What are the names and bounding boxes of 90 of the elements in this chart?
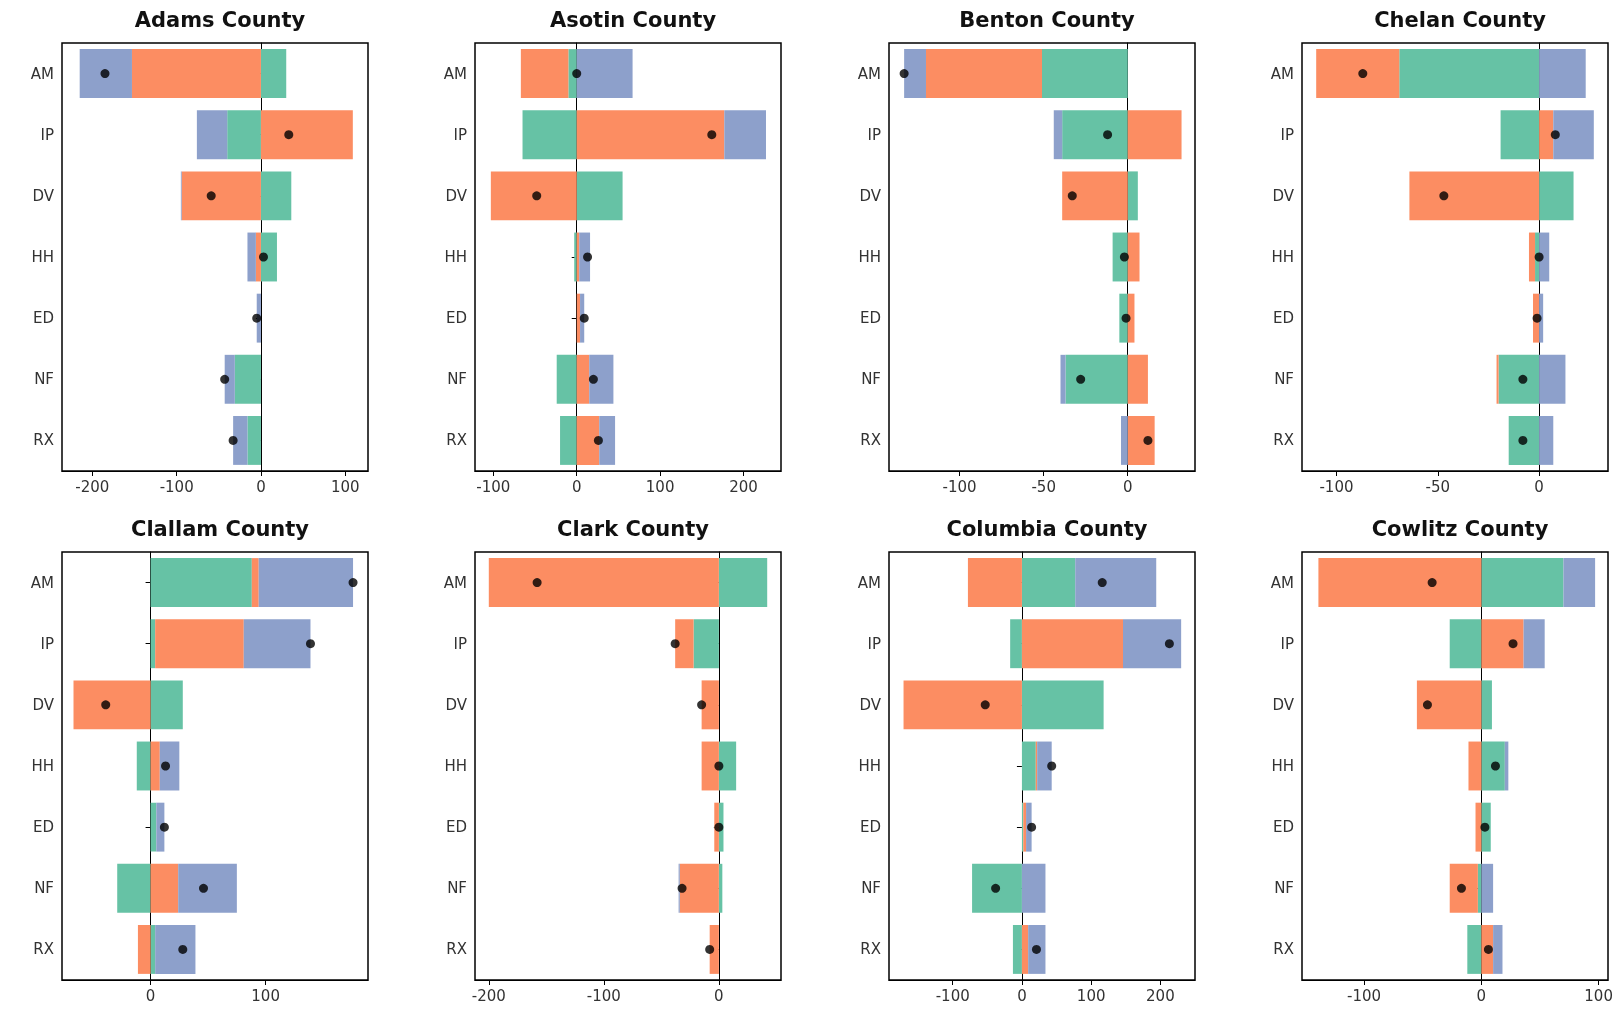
y-tick-label: ED [445,818,467,837]
x-tick-label: -100 [942,477,977,496]
y-tick-label: DV [859,695,882,714]
y-tick-label: RX [1273,431,1294,450]
y-tick-label: RX [860,431,881,450]
x-tick-label: 200 [729,477,758,496]
y-tick-label: DV [1272,186,1295,205]
y-tick-label: HH [1271,757,1294,775]
y-tick-label: ED [859,309,881,328]
y-tick-label: HH [858,757,881,775]
y-tick-label: DV [32,695,55,714]
y-tick-label: IP [867,125,881,144]
x-tick-label: -50 [1425,477,1451,496]
x-tick-label: -100 [1319,477,1354,496]
y-tick-label: IP [40,125,54,144]
x-tick-label: -100 [159,477,194,496]
x-tick-label: -100 [935,986,970,1005]
y-tick-label: DV [32,186,55,205]
y-tick-label: IP [453,634,467,653]
y-tick-label: DV [1272,695,1295,714]
y-tick-label: AM [1270,64,1294,83]
x-tick-label: 0 [145,986,156,1005]
y-tick-label: AM [443,573,467,592]
y-tick-label: ED [445,309,467,328]
x-tick-label: 100 [645,477,675,496]
x-tick-label: -50 [1031,477,1056,496]
y-tick-label: ED [1272,818,1294,837]
y-tick-label: AM [857,64,881,83]
x-tick-label: 0 [714,986,724,1005]
y-tick-label: RX [33,940,54,959]
y-tick-label: IP [1280,634,1294,653]
y-tick-label: ED [32,818,54,837]
y-tick-label: NF [861,879,881,898]
y-tick-label: NF [861,370,881,389]
chart-title: Asotin County [549,7,717,32]
chart-title: Chelan County [1374,7,1547,32]
x-tick-label: -100 [586,986,621,1005]
y-tick-label: HH [444,757,467,775]
y-tick-label: ED [32,309,54,328]
chart-title: Benton County [959,7,1135,32]
y-tick-label: IP [453,125,467,144]
x-tick-label: 0 [1122,477,1133,496]
x-tick-label: 200 [1146,986,1175,1005]
y-tick-label: RX [446,431,467,450]
y-tick-label: DV [445,695,468,714]
x-tick-label: 0 [1534,477,1544,496]
chart-title: Clark County [557,516,710,541]
x-tick-label: -200 [75,477,110,496]
x-tick-label: 0 [256,477,266,496]
y-tick-label: NF [34,879,54,898]
y-tick-label: HH [858,248,881,266]
y-tick-label: RX [446,940,467,959]
x-tick-label: 100 [251,986,280,1005]
y-tick-label: AM [30,64,54,83]
y-tick-label: IP [867,634,881,653]
y-tick-label: RX [1273,940,1294,959]
y-tick-label: RX [33,431,54,450]
y-tick-label: NF [447,879,467,898]
y-tick-label: ED [1272,309,1294,328]
chart-title: Columbia County [946,516,1148,541]
chart-title: Cowlitz County [1371,516,1549,541]
chart-title: Adams County [134,7,306,32]
y-tick-label: NF [34,370,54,389]
x-tick-label: -100 [1347,986,1382,1005]
x-tick-label: 100 [330,477,360,496]
y-tick-label: IP [40,634,54,653]
x-tick-label: 0 [571,477,582,496]
y-tick-label: AM [857,573,881,592]
y-tick-label: NF [1274,370,1294,389]
y-tick-label: NF [447,370,467,389]
y-tick-label: AM [1270,573,1294,592]
y-tick-label: AM [443,64,467,83]
x-tick-label: -200 [471,986,506,1005]
y-tick-label: NF [1274,879,1294,898]
x-tick-label: -100 [476,477,511,496]
y-tick-label: IP [1280,125,1294,144]
y-tick-label: AM [30,573,54,592]
x-tick-label: 0 [1017,986,1027,1005]
chart-title: Clallam County [130,516,310,541]
x-tick-label: 100 [1584,986,1613,1005]
y-tick-label: HH [444,248,467,266]
y-tick-label: HH [1271,248,1294,266]
x-tick-label: 0 [1476,986,1487,1005]
x-tick-label: 100 [1076,986,1106,1005]
y-tick-label: HH [31,248,54,266]
y-tick-label: HH [31,757,54,775]
y-tick-label: RX [860,940,881,959]
y-tick-label: DV [445,186,468,205]
y-tick-label: ED [859,818,881,837]
y-tick-label: DV [859,186,882,205]
